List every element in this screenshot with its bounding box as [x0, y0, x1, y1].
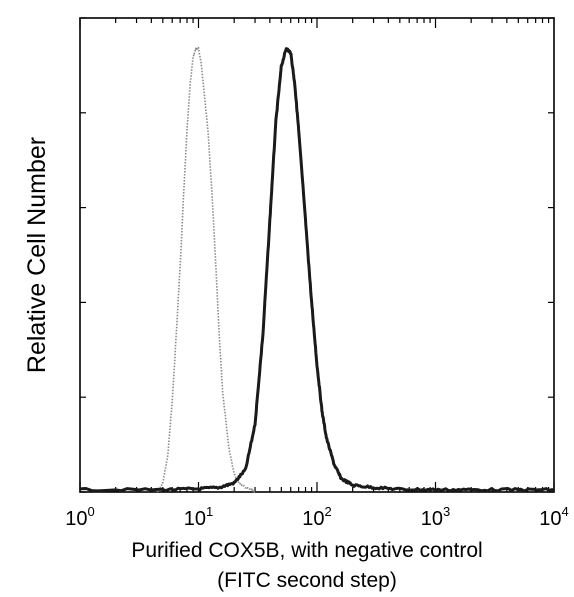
series-group: [79, 46, 554, 494]
x-axis-label-line1: Purified COX5B, with negative control: [131, 539, 482, 562]
x-ticks: [79, 18, 555, 492]
x-tick-labels: 100 101 102 103 104: [65, 504, 568, 530]
x-tick-label-exponent: 2: [325, 504, 332, 519]
x-tick-label-exponent: 0: [88, 504, 95, 519]
x-tick-label: 102: [302, 504, 331, 530]
series-line-negative-control: [156, 46, 256, 494]
x-tick-label-exponent: 4: [562, 504, 569, 519]
series-line-stained: [79, 47, 554, 493]
y-ticks: [80, 17, 554, 493]
x-axis-label-line2: (FITC second step): [217, 569, 397, 592]
x-tick-label: 103: [421, 504, 450, 530]
x-tick-label: 104: [539, 504, 568, 530]
x-tick-label: 100: [65, 504, 94, 530]
plot-frame: [79, 17, 555, 493]
x-tick-label-base: 10: [539, 508, 561, 530]
x-tick-label-exponent: 1: [206, 504, 213, 519]
x-tick-label-exponent: 3: [443, 504, 450, 519]
x-tick-label-base: 10: [421, 508, 443, 530]
y-axis-label: Relative Cell Number: [23, 137, 51, 373]
x-tick-label-base: 10: [302, 508, 324, 530]
x-tick-label: 101: [184, 504, 213, 530]
x-tick-label-base: 10: [65, 508, 87, 530]
x-tick-label-base: 10: [184, 508, 206, 530]
